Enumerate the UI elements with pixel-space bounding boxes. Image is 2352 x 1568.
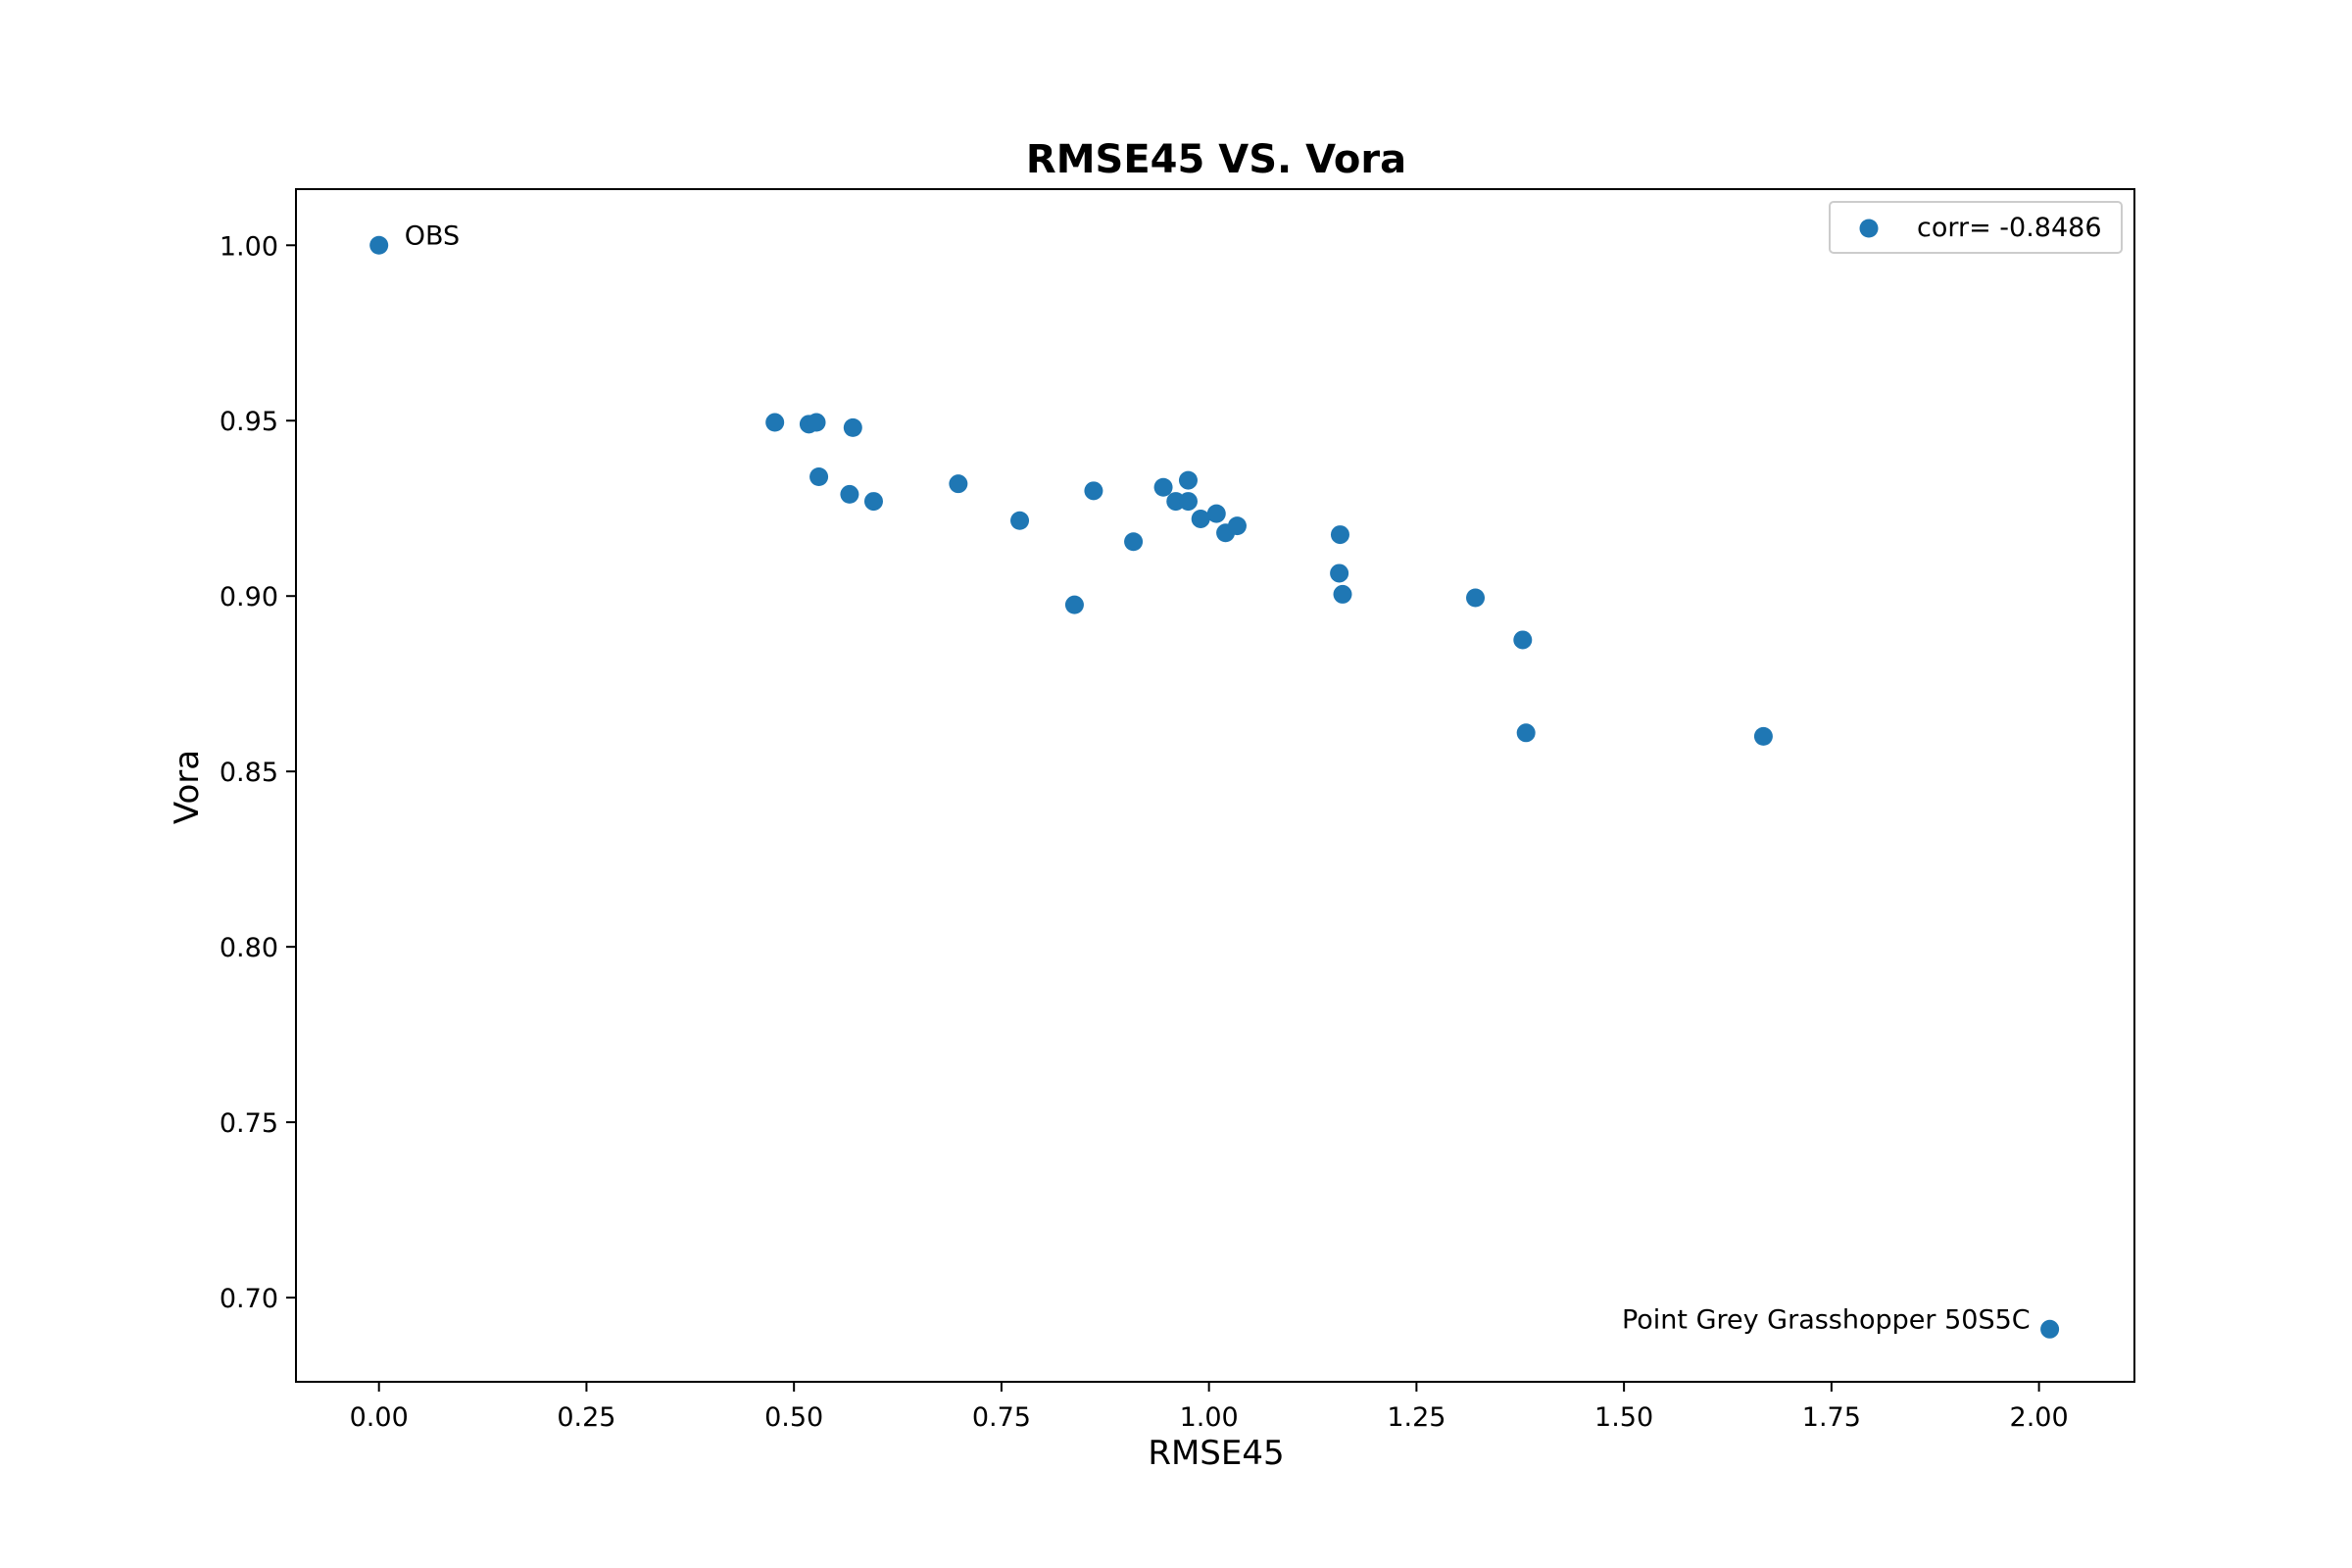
legend: corr= -0.8486 [1829,201,2123,254]
x-tick-label: 1.75 [1802,1402,1861,1433]
data-point [1124,532,1144,552]
data-point [840,484,859,504]
y-tick-label: 1.00 [220,231,278,262]
x-tick-label: 1.25 [1387,1402,1446,1433]
data-point [809,467,829,487]
y-ticks: 0.70 0.75 0.80 0.85 0.90 0.95 1.00 [220,231,296,1314]
data-point [1153,477,1173,497]
data-point [1333,584,1352,604]
data-point [863,492,883,512]
data-point [1084,481,1103,501]
data-point [1178,470,1198,490]
data-point [1330,525,1349,545]
data-point [2040,1319,2060,1339]
legend-label: corr= -0.8486 [1917,213,2102,243]
legend-marker [1859,219,1879,238]
data-point [1191,509,1210,528]
chart-title: RMSE45 VS. Vora [1026,137,1406,182]
x-tick-label: 0.00 [350,1402,409,1433]
data-point [1010,511,1030,530]
point-annotation: OBS [405,220,460,251]
y-tick-label: 0.90 [220,582,278,612]
data-point [1227,516,1247,536]
data-point [807,413,826,432]
x-axis-label: RMSE45 [1148,1434,1284,1473]
data-point [1466,588,1486,608]
data-point [1206,504,1226,523]
y-tick-label: 0.75 [220,1108,278,1139]
x-tick-label: 2.00 [2010,1402,2069,1433]
y-axis-label: Vora [168,750,207,824]
x-tick-label: 0.75 [972,1402,1031,1433]
data-point [1178,492,1198,512]
data-point [949,474,968,494]
legend-box [1829,201,2123,254]
data-point [1064,595,1084,614]
data-point [1330,564,1349,583]
x-tick-label: 1.50 [1594,1402,1653,1433]
x-tick-label: 1.00 [1180,1402,1239,1433]
y-tick-label: 0.80 [220,933,278,963]
data-point [1753,726,1773,746]
data-points [369,235,2060,1339]
axes-frame [295,188,2135,1383]
y-tick-label: 0.95 [220,407,278,437]
y-tick-label: 0.70 [220,1284,278,1314]
x-ticks: 0.00 0.25 0.50 0.75 1.00 1.25 1.50 1.75 2.00 [350,1382,2069,1433]
data-point [843,417,862,437]
data-point [1513,630,1533,650]
x-tick-label: 0.25 [557,1402,615,1433]
y-tick-label: 0.85 [220,758,278,788]
x-tick-label: 0.50 [764,1402,823,1433]
data-point [765,413,785,432]
point-annotation: Point Grey Grasshopper 50S5C [1622,1304,2031,1335]
annotations: OBS Point Grey Grasshopper 50S5C [405,220,2031,1335]
data-point [369,235,389,255]
data-point [1516,723,1536,743]
